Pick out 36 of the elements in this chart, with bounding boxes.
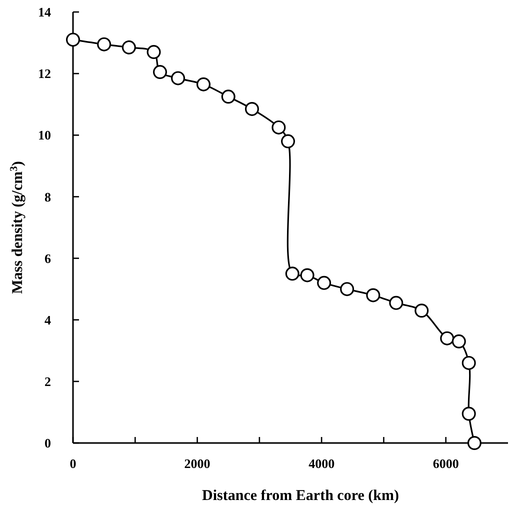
point: [66, 32, 80, 47]
point: [244, 102, 259, 116]
point: [366, 288, 380, 302]
point: [340, 282, 354, 296]
point: [440, 331, 454, 346]
point: [153, 65, 167, 80]
point: [414, 304, 429, 318]
point: [452, 334, 466, 348]
point: [196, 77, 210, 92]
point: [97, 37, 112, 52]
y-tick-label: 0: [44, 436, 51, 451]
y-tick-label: 2: [44, 374, 51, 389]
x-tick-label: 6000: [432, 456, 459, 471]
point: [272, 120, 286, 134]
y-tick-label: 4: [44, 312, 52, 328]
point: [462, 356, 476, 370]
point: [467, 436, 482, 450]
y-tick-label: 6: [44, 250, 52, 266]
x-tick-label: 0: [70, 456, 76, 471]
point: [281, 134, 296, 148]
y-tick-label: 8: [44, 189, 52, 204]
point: [221, 90, 236, 104]
point: [146, 45, 161, 60]
point: [462, 406, 476, 421]
x-axis-title: Distance from Earth core (km): [202, 488, 399, 504]
point: [171, 71, 186, 86]
x-tick-label: 2000: [184, 456, 210, 471]
point: [317, 276, 332, 290]
y-tick-label: 12: [38, 66, 51, 82]
point: [300, 268, 314, 282]
x-tick-label: 4000: [308, 456, 335, 471]
y-tick-label: 10: [38, 128, 51, 143]
point: [285, 266, 300, 281]
point: [389, 296, 404, 310]
y-tick-label: 14: [38, 4, 52, 20]
point: [122, 40, 136, 54]
